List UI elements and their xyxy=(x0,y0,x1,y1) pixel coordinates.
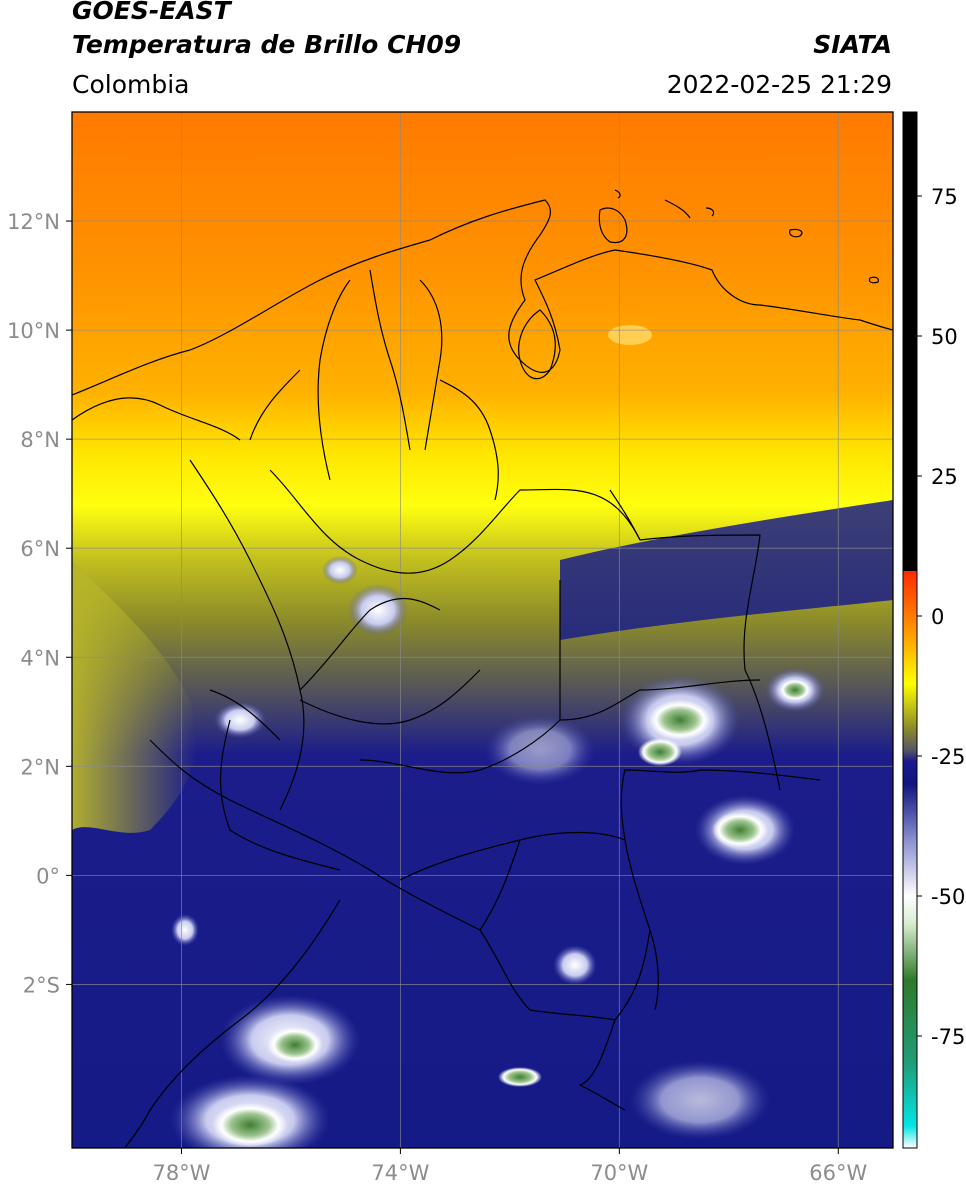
lat-tick-label: 12°N xyxy=(7,210,60,234)
lat-tick-label: 2°S xyxy=(23,973,60,997)
lat-tick-label: 8°N xyxy=(20,428,60,452)
lon-tick-label: 78°W xyxy=(152,1161,210,1185)
lon-tick-label: 74°W xyxy=(371,1161,429,1185)
lat-tick-label: 4°N xyxy=(20,646,60,670)
colorbar-tick-label: 0 xyxy=(931,605,944,629)
colorbar-tick-label: -50 xyxy=(931,885,965,909)
source-label: SIATA xyxy=(813,30,892,59)
colorbar-frame xyxy=(902,111,918,1149)
brightness-temperature-field xyxy=(72,112,893,1148)
product-title: Temperatura de Brillo CH09 xyxy=(72,30,462,59)
timestamp-label: 2022-02-25 21:29 xyxy=(666,70,892,99)
lat-tick-label: 6°N xyxy=(20,537,60,561)
west-warm-region xyxy=(72,560,197,833)
lat-tick-label: 2°N xyxy=(20,755,60,779)
colorbar-tick-label: 25 xyxy=(931,465,958,489)
colorbar-tick-label: 50 xyxy=(931,325,958,349)
lon-tick-label: 70°W xyxy=(590,1161,648,1185)
convective-clouds xyxy=(170,325,825,1148)
lat-tick-label: 10°N xyxy=(7,319,60,343)
colorbar-tick-label: 75 xyxy=(931,185,958,209)
coastlines-and-borders xyxy=(72,189,893,1148)
colorbar-tick-label: -75 xyxy=(931,1025,965,1049)
lon-tick-label: 66°W xyxy=(809,1161,867,1185)
latitude-ticks: 12°N 10°N 8°N 6°N 4°N 2°N 0° 2°S xyxy=(7,210,72,997)
map-frame xyxy=(71,111,894,1149)
longitude-ticks: 78°W 74°W 70°W 66°W xyxy=(152,1148,867,1185)
satellite-title: GOES-EAST xyxy=(72,0,231,25)
colorbar-tick-label: -25 xyxy=(931,745,965,769)
east-cold-region xyxy=(560,500,893,640)
region-label: Colombia xyxy=(72,70,190,99)
colorbar: 75 50 25 0 -25 -50 -75 xyxy=(902,111,965,1149)
colorbar-scale xyxy=(903,112,917,1148)
graticule xyxy=(72,112,893,1148)
lat-tick-label: 0° xyxy=(36,864,60,888)
